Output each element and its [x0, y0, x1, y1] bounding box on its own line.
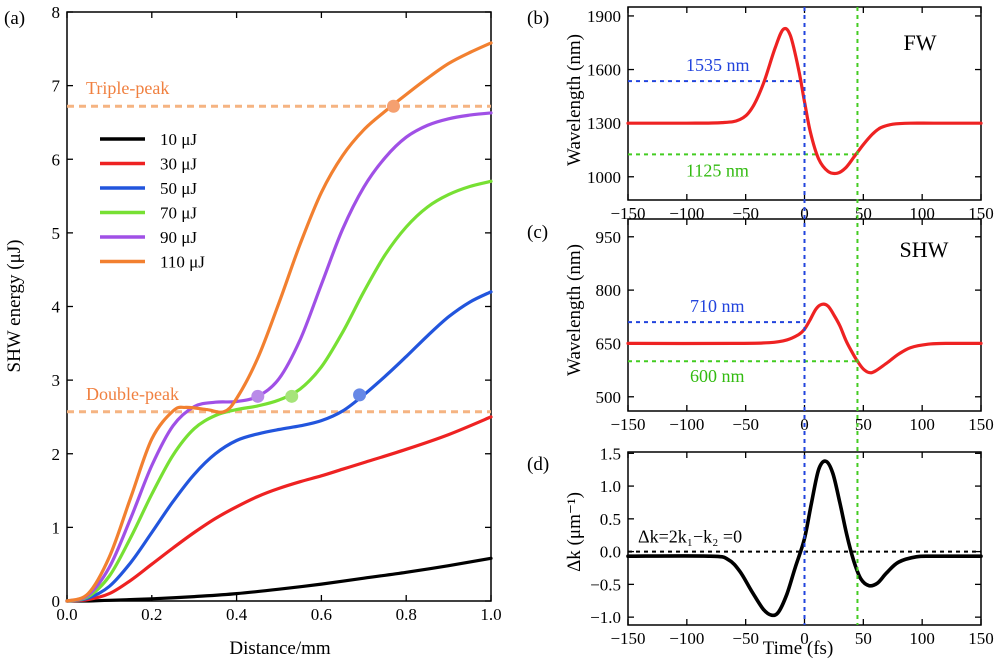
panel-a-marker-3 — [386, 99, 400, 113]
panel-b-label: (b) — [527, 8, 549, 29]
panel-c-y-tick-label: 650 — [596, 334, 622, 353]
panel-a-y-tick-label: 2 — [52, 445, 61, 464]
panel-a-y-tick-label: 8 — [52, 3, 61, 22]
panel-a-x-tick-label: 0.4 — [226, 605, 248, 624]
panel-b-y-axis-title: Wavelength (nm) — [564, 34, 585, 166]
panel-b-plot-area: −150 −100 −50 0 50 100 15010001300160019001535… — [587, 6, 994, 223]
panel-a-y-tick-label: 1 — [52, 518, 61, 537]
panel-a-x-tick-label: 0.8 — [396, 605, 417, 624]
panel-a-legend-label-5: 110 μJ — [160, 253, 205, 272]
panel-a-x-tick-label: 0.6 — [311, 605, 332, 624]
panel-a-y-tick-label: 3 — [52, 371, 61, 390]
panel-d-x-tick-label: −50 — [732, 629, 759, 648]
panel-a-plot-area: 0.0 0.2 0.4 0.6 0.8 1.0 0 1 2 3 4 5 6 7 8 Triple-peak Do… — [52, 3, 502, 624]
panel-a-y-tick-label: 6 — [52, 150, 61, 169]
panel-d-x-tick-label: −100 — [669, 629, 704, 648]
panel-a-label: (a) — [4, 8, 25, 29]
panel-b-y-tick-label: 1000 — [587, 168, 621, 187]
panel-a-legend-label-2: 50 μJ — [160, 179, 197, 198]
panel-d-y-tick-label: 1.0 — [600, 477, 621, 496]
panel-b: (b) −150 −100 −50 0 50 100 1501000130016001900… — [527, 6, 994, 223]
panel-d-x-axis-title: Time (fs) — [763, 638, 834, 659]
panel-a-y-tick-label: 4 — [52, 298, 61, 317]
panel-c-x-tick-label: −50 — [732, 415, 759, 434]
panel-d-y-tick-label: 0.0 — [600, 543, 621, 562]
panel-d-label: (d) — [527, 454, 549, 475]
panel-d-x-tick-label: 100 — [909, 629, 935, 648]
panel-d-zero-line-label: Δk=2k₁−k₂ =0 — [638, 527, 742, 547]
panel-b-y-tick-label: 1600 — [587, 61, 621, 80]
panel-a-marker-0 — [251, 389, 265, 403]
panel-c-y-axis-title: Wavelength (nm) — [564, 244, 585, 376]
panel-c-annotation-label-0: 710 nm — [690, 296, 745, 316]
panel-d-x-tick-label: 0 — [800, 629, 809, 648]
time-guide-lines — [803, 7, 859, 625]
panel-a-x-tick-label: 1.0 — [480, 605, 501, 624]
panel-a-y-tick-label: 7 — [52, 77, 61, 96]
panel-c-y-tick-label: 950 — [596, 228, 622, 247]
panel-c-x-tick-label: 150 — [968, 415, 994, 434]
panel-d-y-tick-label: 0.5 — [600, 510, 621, 529]
panel-c-x-tick-label: 100 — [909, 415, 935, 434]
panel-d-x-tick-label: 50 — [855, 629, 872, 648]
panel-c-label: (c) — [527, 222, 548, 243]
panel-a-marker-2 — [353, 388, 367, 402]
panel-d-x-tick-label: 150 — [968, 629, 994, 648]
panel-c-y-tick-label: 800 — [596, 281, 622, 300]
panel-a-x-axis-title: Distance/mm — [229, 638, 331, 659]
panel-a-marker-1 — [285, 389, 299, 403]
panel-c-x-tick-label: 50 — [855, 415, 872, 434]
panel-b-title: FW — [904, 30, 937, 55]
panel-b-y-tick-label: 1300 — [587, 114, 621, 133]
panel-a-y-tick-label: 5 — [52, 224, 61, 243]
panel-a-legend-label-3: 70 μJ — [160, 204, 197, 223]
panel-b-y-tick-label: 1900 — [587, 7, 621, 26]
panel-b-series-line-0 — [626, 26, 983, 176]
panel-a-series-line-4 — [65, 111, 493, 603]
panel-a-series-line-2 — [65, 290, 493, 603]
panel-a-legend: 10 μJ 30 μJ 50 μJ 70 μJ 90 μJ 110 μJ — [100, 130, 205, 272]
panel-a-series-line-0 — [65, 556, 493, 603]
panel-c: (c) −150−100−50050100150500650800950710 … — [527, 218, 994, 434]
panel-a-x-tick-label: 0.2 — [141, 605, 162, 624]
panel-b-x-tick-label: 0 — [800, 204, 809, 223]
panel-d-y-tick-label: −0.5 — [590, 575, 621, 594]
panel-d-y-axis-title: Δk (μm⁻¹) — [564, 492, 585, 572]
panel-a-y-tick-label: 0 — [52, 592, 61, 611]
panel-a-reference-label-1: Double-peak — [86, 384, 179, 404]
panel-d-series-line-0 — [626, 459, 983, 618]
panel-a-legend-label-4: 90 μJ — [160, 228, 197, 247]
panel-d-x-tick-label: −150 — [610, 629, 645, 648]
panel-a-y-axis-title: SHW energy (μJ) — [4, 240, 25, 373]
panel-d: (d) −150 −100 −50 0 50 100 150 −1.0 −0.5 0.0 0.5 1.… — [527, 444, 994, 659]
panel-a-reference-label-0: Triple-peak — [86, 78, 169, 98]
panel-d-y-tick-label: 1.5 — [600, 444, 621, 463]
panel-c-x-tick-label: −150 — [610, 415, 645, 434]
panel-a-series-line-5 — [65, 41, 493, 603]
panel-c-title: SHW — [900, 237, 949, 262]
panel-b-annotation-label-1: 1125 nm — [686, 160, 749, 180]
panel-a: (a) 0.0 0.2 0.4 0.6 0.8 1.0 0 1 2 3 4 5 6 7 8 Triple-pe… — [4, 3, 502, 659]
panel-d-y-tick-label: −1.0 — [590, 608, 621, 627]
panel-c-series-line-0 — [626, 302, 983, 375]
panel-c-y-tick-label: 500 — [596, 388, 622, 407]
panel-a-legend-label-1: 30 μJ — [160, 155, 197, 174]
panel-a-legend-label-0: 10 μJ — [160, 130, 197, 149]
panel-a-series-line-3 — [65, 179, 493, 603]
panel-c-x-tick-label: −100 — [669, 415, 704, 434]
panel-c-annotation-label-1: 600 nm — [690, 366, 745, 386]
panel-d-plot-area: −150 −100 −50 0 50 100 150 −1.0 −0.5 0.0 0.5 1.0 1.5… — [590, 444, 994, 648]
panel-b-annotation-label-0: 1535 nm — [686, 55, 750, 75]
panel-a-series-line-1 — [65, 415, 493, 603]
panel-a-x-tick-label: 0.0 — [56, 605, 77, 624]
